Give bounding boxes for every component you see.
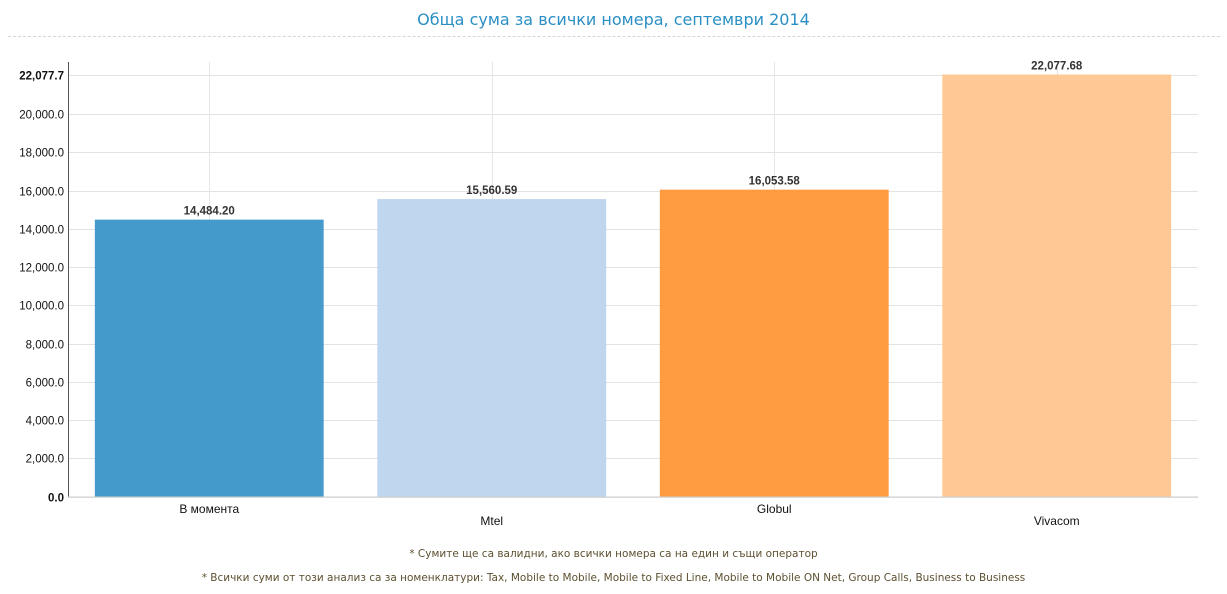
bar-mtel	[377, 199, 607, 497]
y-tick-label: 20,000.0	[19, 110, 64, 122]
chart-title: Обща сума за всички номера, септември 20…	[417, 10, 810, 29]
bar-vivacom	[942, 74, 1172, 497]
bar-value-label: 14,484.20	[184, 206, 235, 218]
x-tick-label: Globul	[757, 502, 792, 516]
bar-value-label: 16,053.58	[749, 176, 801, 188]
footnote-nomenclatures: * Всички суми от този анализ са за номен…	[201, 572, 1026, 584]
y-tick-label: 16,000.0	[19, 187, 64, 199]
y-tick-label: 4,000.0	[26, 416, 64, 428]
y-tick-label: 10,000.0	[19, 301, 64, 313]
y-tick-label: 0.0	[48, 493, 64, 505]
y-tick-label: 12,000.0	[19, 263, 64, 275]
y-tick-label: 8,000.0	[26, 340, 64, 352]
y-tick-label: 6,000.0	[26, 378, 64, 390]
title-divider	[8, 36, 1220, 37]
bar-value-label: 15,560.59	[466, 185, 517, 197]
y-tick-label: 14,000.0	[19, 225, 64, 237]
x-tick-label: В момента	[179, 502, 239, 516]
bar-globul	[659, 189, 889, 497]
y-tick-label: 2,000.0	[26, 454, 64, 466]
footnote-validity: * Сумите ще са валидни, ако всички номер…	[409, 548, 818, 560]
x-tick-label: Mtel	[480, 514, 503, 528]
x-tick-label: Vivacom	[1034, 514, 1080, 528]
bar-value-label: 22,077.68	[1031, 61, 1083, 73]
bar-в-момента	[94, 219, 324, 497]
y-tick-label: 22,077.7	[19, 71, 64, 83]
y-tick-label: 18,000.0	[19, 148, 64, 160]
